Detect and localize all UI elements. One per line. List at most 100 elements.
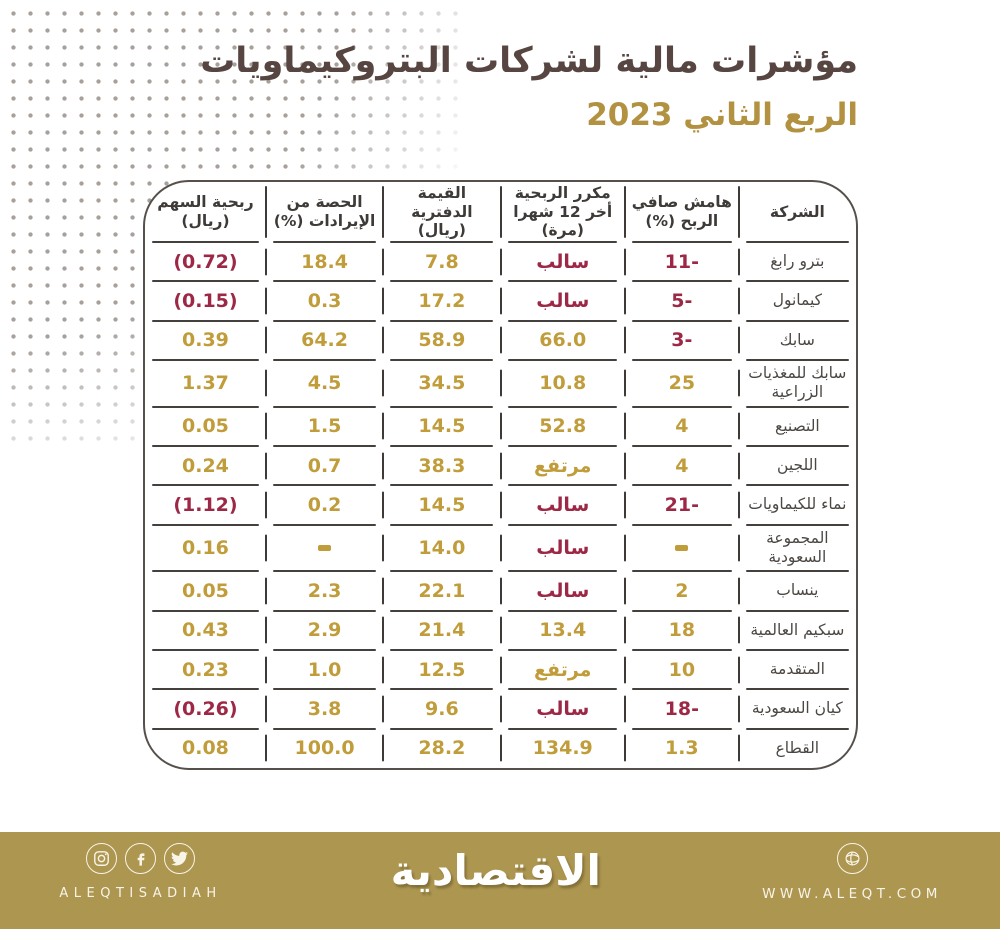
instagram-icon[interactable] (86, 843, 117, 874)
pe-ratio-cell: سالب (501, 242, 625, 283)
net-margin-value: -18 (664, 697, 699, 720)
pe-ratio-cell: سالب (501, 689, 625, 731)
social-icons (86, 843, 195, 874)
pe-ratio-value: سالب (536, 290, 590, 313)
company-cell: نماء للكيماويات (739, 485, 856, 527)
net-margin-value: 18 (668, 619, 696, 642)
pe-ratio-cell: 52.8 (501, 407, 625, 448)
net-margin-cell: 2 (625, 571, 739, 612)
net-margin-cell: 1.3 (625, 729, 739, 768)
pe-ratio-cell: مرتفع (501, 446, 625, 487)
eps-value: 0.05 (182, 415, 229, 438)
table-row: اللجين 4 مرتفع 38.3 0.7 0.24 (145, 446, 856, 487)
book-value-value: 17.2 (418, 290, 466, 313)
eps-cell: 1.37 (145, 360, 266, 409)
company-name: سبكيم العالمية (750, 620, 845, 639)
eps-value: 0.43 (182, 619, 229, 642)
revenue-share-value: 3.8 (307, 697, 342, 720)
book-value-cell: 28.2 (383, 729, 500, 768)
book-value-cell: 38.3 (383, 446, 500, 487)
book-value-value: 34.5 (418, 372, 466, 395)
eps-cell: 0.08 (145, 729, 266, 768)
revenue-share-value: 0.3 (307, 290, 342, 313)
social-block: ALEQTISADIAH (58, 843, 223, 901)
net-margin-cell: -21 (625, 485, 739, 527)
book-value-value: 14.5 (418, 415, 466, 438)
net-margin-value: -5 (671, 290, 693, 313)
book-value-cell: 34.5 (383, 360, 500, 409)
company-cell: القطاع (739, 729, 856, 768)
column-header-label: مكرر الربحية أخر 12 شهرا (مرة) (513, 183, 613, 240)
net-margin-value: 1.3 (664, 737, 699, 760)
column-header-revenue-share: الحصة من الإيرادات (%) (266, 182, 383, 243)
revenue-share-cell: 4.5 (266, 360, 383, 409)
book-value-cell: 58.9 (383, 321, 500, 362)
net-margin-value: -3 (671, 329, 693, 352)
revenue-share-cell: 18.4 (266, 242, 383, 283)
revenue-share-value: 2.9 (307, 619, 342, 642)
revenue-share-cell: 100.0 (266, 729, 383, 768)
pe-ratio-cell: سالب (501, 281, 625, 323)
eps-value: 0.05 (182, 579, 229, 602)
table-row: نماء للكيماويات -21 سالب 14.5 0.2 (1.12) (145, 485, 856, 527)
net-margin-cell: 4 (625, 407, 739, 448)
company-cell: كيان السعودية (739, 689, 856, 731)
pe-ratio-value: 10.8 (539, 372, 587, 395)
pe-ratio-cell: 13.4 (501, 611, 625, 652)
book-value-value: 12.5 (418, 658, 466, 681)
net-margin-cell: -3 (625, 321, 739, 362)
pe-ratio-value: سالب (536, 697, 590, 720)
company-cell: اللجين (739, 446, 856, 487)
twitter-icon[interactable] (164, 843, 195, 874)
book-value-cell: 14.0 (383, 525, 500, 573)
company-name: القطاع (775, 738, 820, 757)
pe-ratio-value: 13.4 (539, 619, 587, 642)
net-margin-value: -11 (664, 250, 699, 273)
pe-ratio-value: سالب (536, 250, 590, 273)
eps-value: (0.26) (173, 697, 238, 720)
book-value-cell: 12.5 (383, 650, 500, 691)
table-row: سابك -3 66.0 58.9 64.2 0.39 (145, 321, 856, 362)
net-margin-value: 2 (675, 579, 689, 602)
net-margin-cell: 18 (625, 611, 739, 652)
website-url[interactable]: WWW.ALEQT.COM (762, 886, 942, 902)
table-header-row: الشركة هامش صافي الربح (%) مكرر الربحية … (145, 182, 856, 243)
book-value-value: 38.3 (418, 454, 466, 477)
eps-value: (0.15) (173, 290, 238, 313)
company-name: كيمانول (772, 291, 823, 310)
eps-cell: 0.43 (145, 611, 266, 652)
net-margin-value: 25 (668, 372, 696, 395)
table-row: المجموعة السعودية - سالب 14.0 - 0.16 (145, 525, 856, 573)
table-row: كيمانول -5 سالب 17.2 0.3 (0.15) (145, 281, 856, 323)
revenue-share-value: 0.7 (307, 454, 342, 477)
net-margin-value: - (675, 545, 688, 551)
eps-cell: (0.72) (145, 242, 266, 283)
revenue-share-value: 18.4 (301, 250, 348, 273)
facebook-icon[interactable] (125, 843, 156, 874)
column-header-label: القيمة الدفترية (ريال) (411, 183, 473, 240)
eps-value: 0.39 (182, 329, 229, 352)
pe-ratio-cell: مرتفع (501, 650, 625, 691)
eps-cell: 0.16 (145, 525, 266, 573)
company-cell: سبكيم العالمية (739, 611, 856, 652)
globe-icon (836, 843, 868, 874)
book-value-cell: 9.6 (383, 689, 500, 731)
net-margin-value: -21 (664, 494, 699, 517)
revenue-share-cell: 0.3 (266, 281, 383, 323)
pe-ratio-value: 66.0 (539, 329, 587, 352)
eps-value: (0.72) (173, 250, 238, 273)
company-name: ينساب (776, 581, 819, 600)
revenue-share-cell: 0.7 (266, 446, 383, 487)
eps-cell: (1.12) (145, 485, 266, 527)
revenue-share-value: 1.5 (307, 415, 342, 438)
net-margin-cell: 25 (625, 360, 739, 409)
brand-name: ALEQTISADIAH (59, 886, 222, 901)
net-margin-cell: 4 (625, 446, 739, 487)
company-name: سابك (779, 330, 815, 349)
column-header-company: الشركة (739, 182, 856, 243)
net-margin-value: 4 (675, 454, 689, 477)
eps-value: 0.16 (182, 536, 229, 559)
revenue-share-value: 1.0 (307, 658, 342, 681)
book-value-value: 14.0 (418, 536, 466, 559)
revenue-share-cell: 64.2 (266, 321, 383, 362)
